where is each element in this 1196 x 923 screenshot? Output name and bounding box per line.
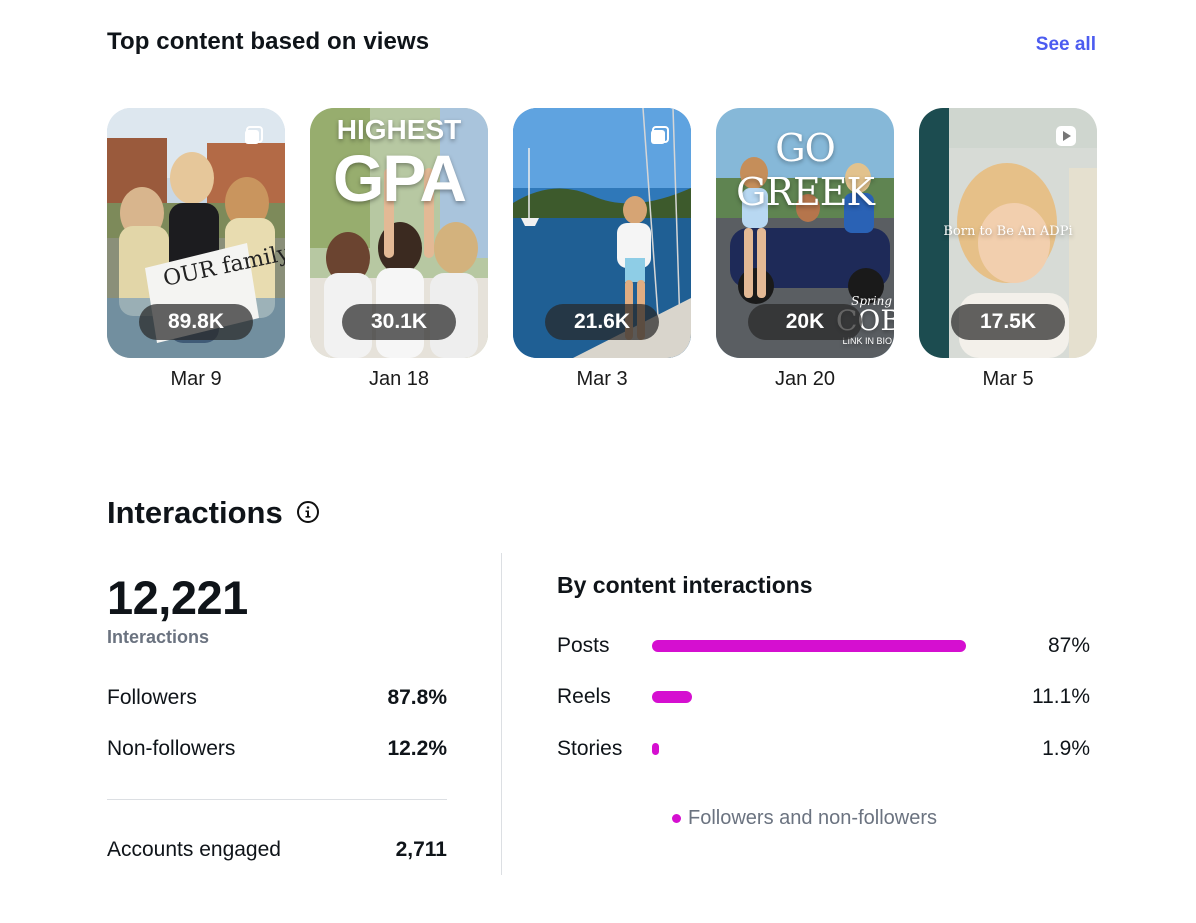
content-card[interactable]: 21.6K Mar 3 <box>513 108 691 391</box>
followers-value: 87.8% <box>387 686 447 709</box>
overlay-line2: GPA <box>332 141 467 215</box>
info-icon[interactable] <box>296 500 320 524</box>
divider <box>107 799 447 800</box>
vertical-divider <box>501 553 502 875</box>
bar-fill <box>652 691 692 703</box>
bar-value: 11.1% <box>1032 685 1090 708</box>
accounts-engaged-value: 2,711 <box>395 838 447 861</box>
content-card[interactable]: GO GREEK Spring COB LINK IN BIO 20K Jan … <box>716 108 894 391</box>
content-thumbnail[interactable]: HIGHEST GPA 30.1K <box>310 108 488 358</box>
legend-dot <box>672 814 681 823</box>
bar-track <box>652 640 982 652</box>
views-badge: 30.1K <box>342 304 456 340</box>
followers-label: Followers <box>107 686 197 709</box>
bar-track <box>652 691 982 703</box>
non-followers-row: Non-followers 12.2% <box>107 737 447 761</box>
accounts-engaged-label: Accounts engaged <box>107 838 281 861</box>
views-badge: 89.8K <box>139 304 253 340</box>
interactions-total: 12,221 <box>107 571 248 624</box>
interactions-summary: 12,221 Interactions Followers 87.8% Non-… <box>107 570 447 861</box>
thumbnail-image: OUR family GRU!!! <box>107 108 285 358</box>
by-content-interactions: By content interactions Posts 87% Reels … <box>557 572 1090 829</box>
accounts-engaged-row: Accounts engaged 2,711 <box>107 838 447 862</box>
by-content-title: By content interactions <box>557 572 813 598</box>
bar-value: 87% <box>1047 634 1090 657</box>
bar-fill <box>652 640 966 652</box>
interactions-title: Interactions <box>107 495 283 530</box>
content-date: Mar 9 <box>170 368 222 390</box>
content-card[interactable]: Born to Be An ADPi 17.5K Mar 5 <box>919 108 1097 391</box>
content-thumbnail[interactable]: Born to Be An ADPi 17.5K <box>919 108 1097 358</box>
bar-row-stories: Stories 1.9% <box>557 737 1090 761</box>
content-date: Jan 20 <box>774 368 836 390</box>
bar-row-posts: Posts 87% <box>557 634 1090 658</box>
legend-label: Followers and non-followers <box>688 807 938 829</box>
overlay-line1: Born to Be An ADPi <box>943 224 1073 239</box>
carousel-icon <box>245 126 263 144</box>
content-date: Jan 18 <box>368 368 430 390</box>
overlay-line4: LINK IN BIO <box>842 336 892 346</box>
bar-value: 1.9% <box>1042 737 1090 760</box>
content-date: Mar 3 <box>576 368 628 390</box>
bar-label: Stories <box>557 737 623 760</box>
overlay-line1: GO GREEK <box>736 126 875 214</box>
top-content-title: Top content based on views <box>107 28 430 55</box>
carousel-icon <box>651 126 669 144</box>
bar-track <box>652 743 982 755</box>
legend: Followers and non-followers <box>672 807 937 830</box>
bar-row-reels: Reels 11.1% <box>557 685 1090 709</box>
bar-label: Posts <box>557 634 610 657</box>
interactions-total-label: Interactions <box>107 627 210 647</box>
see-all-link[interactable]: See all <box>1035 34 1096 55</box>
followers-row: Followers 87.8% <box>107 686 447 710</box>
bar-fill <box>652 743 659 755</box>
non-followers-value: 12.2% <box>387 737 447 760</box>
bar-label: Reels <box>557 685 611 708</box>
content-card[interactable]: OUR family GRU!!! 89.8K Mar 9 <box>107 108 285 391</box>
content-thumbnail[interactable]: GO GREEK Spring COB LINK IN BIO 20K <box>716 108 894 358</box>
top-content-row: OUR family GRU!!! 89.8K Mar 9 <box>107 108 1097 391</box>
views-badge: 21.6K <box>545 304 659 340</box>
views-badge: 17.5K <box>951 304 1065 340</box>
overlay-line1: HIGHEST <box>336 114 462 145</box>
non-followers-label: Non-followers <box>107 737 236 760</box>
content-thumbnail[interactable]: OUR family GRU!!! 89.8K <box>107 108 285 358</box>
content-thumbnail[interactable]: 21.6K <box>513 108 691 358</box>
content-card[interactable]: HIGHEST GPA 30.1K Jan 18 <box>310 108 488 391</box>
content-date: Mar 5 <box>982 368 1034 390</box>
overlay-line2: Spring <box>851 294 892 308</box>
views-badge: 20K <box>748 304 862 340</box>
reel-icon <box>1056 126 1076 146</box>
thumbnail-image <box>716 108 894 358</box>
